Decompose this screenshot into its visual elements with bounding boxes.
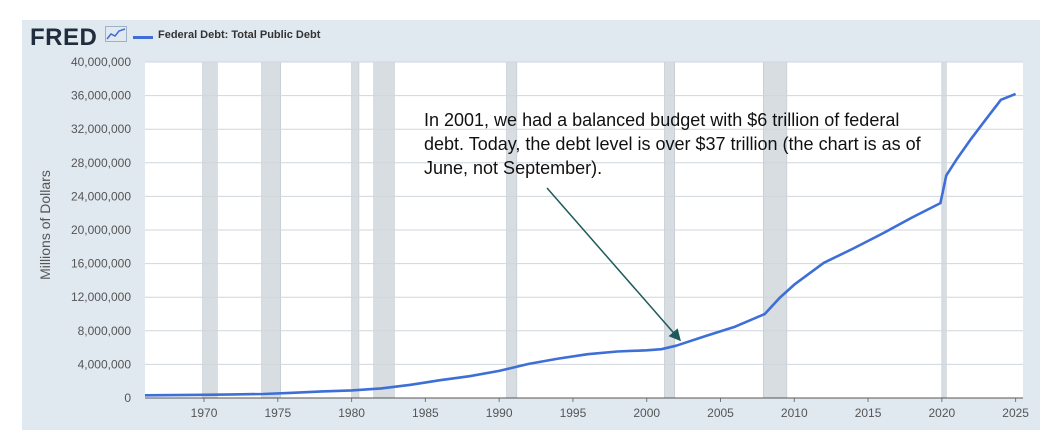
x-tick-label: 1975: [264, 406, 291, 420]
x-tick-label: 1970: [191, 406, 218, 420]
x-tick-label: 1995: [560, 406, 587, 420]
y-tick-label: 4,000,000: [78, 357, 132, 371]
y-tick-label: 16,000,000: [71, 257, 131, 271]
x-tick-label: 1990: [486, 406, 513, 420]
x-tick-label: 2000: [633, 406, 660, 420]
y-tick-label: 0: [124, 391, 131, 405]
x-tick-label: 2025: [1002, 406, 1029, 420]
legend-swatch: [133, 36, 153, 39]
x-tick-label: 2010: [781, 406, 808, 420]
y-tick-label: 36,000,000: [71, 89, 131, 103]
x-tick-label: 2005: [707, 406, 734, 420]
x-tick-label: 1985: [412, 406, 439, 420]
y-tick-label: 32,000,000: [71, 122, 131, 136]
y-tick-label: 20,000,000: [71, 223, 131, 237]
x-tick-label: 1980: [338, 406, 365, 420]
y-tick-label: 28,000,000: [71, 156, 131, 170]
annotation-text: In 2001, we had a balanced budget with $…: [424, 110, 921, 178]
y-tick-label: 12,000,000: [71, 290, 131, 304]
series-line-total-public-debt: [144, 92, 1017, 397]
x-tick-label: 2015: [855, 406, 882, 420]
annotation-arrow: [546, 187, 681, 342]
x-tick-label: 2020: [928, 406, 955, 420]
legend-label: Federal Debt: Total Public Debt: [158, 29, 321, 41]
y-tick-label: 8,000,000: [78, 324, 132, 338]
fred-logo: FRED: [30, 24, 98, 51]
line-chart-icon: [105, 26, 127, 42]
y-tick-label: 24,000,000: [71, 189, 131, 203]
y-tick-label: 40,000,000: [71, 55, 131, 69]
